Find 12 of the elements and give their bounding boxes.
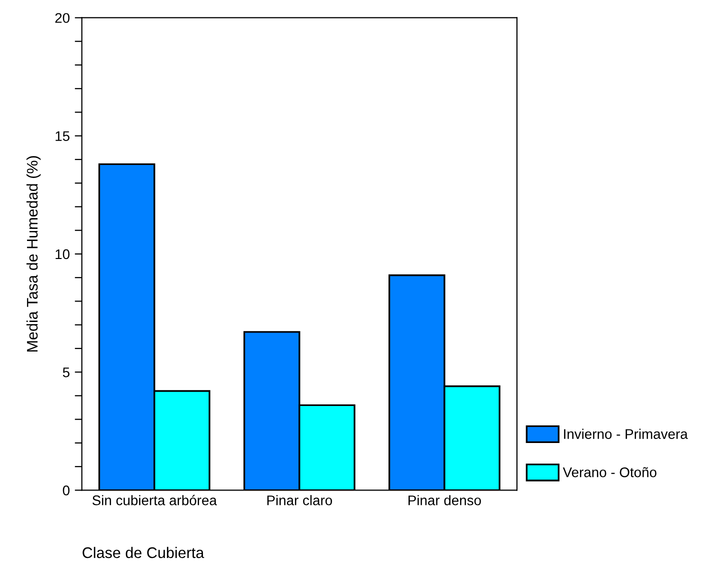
legend-label: Invierno - Primavera [564, 428, 688, 439]
y-tick-label: 20 [55, 13, 70, 23]
y-tick-label: 0 [62, 486, 70, 496]
x-tick-label: Pinar claro [267, 495, 332, 506]
x-axis-title: Clase de Cubierta [82, 546, 204, 558]
legend-label: Verano - Otoño [562, 467, 656, 478]
y-tick-label: 10 [56, 249, 70, 260]
y-tick-label: 5 [62, 368, 70, 378]
x-tick-label: Pinar denso [408, 495, 481, 506]
y-tick-label: 15 [56, 131, 70, 142]
x-tick-label: Sin cubierta arbórea [92, 494, 217, 506]
y-axis-title: Media Tasa de Humedad (%) [26, 156, 41, 352]
